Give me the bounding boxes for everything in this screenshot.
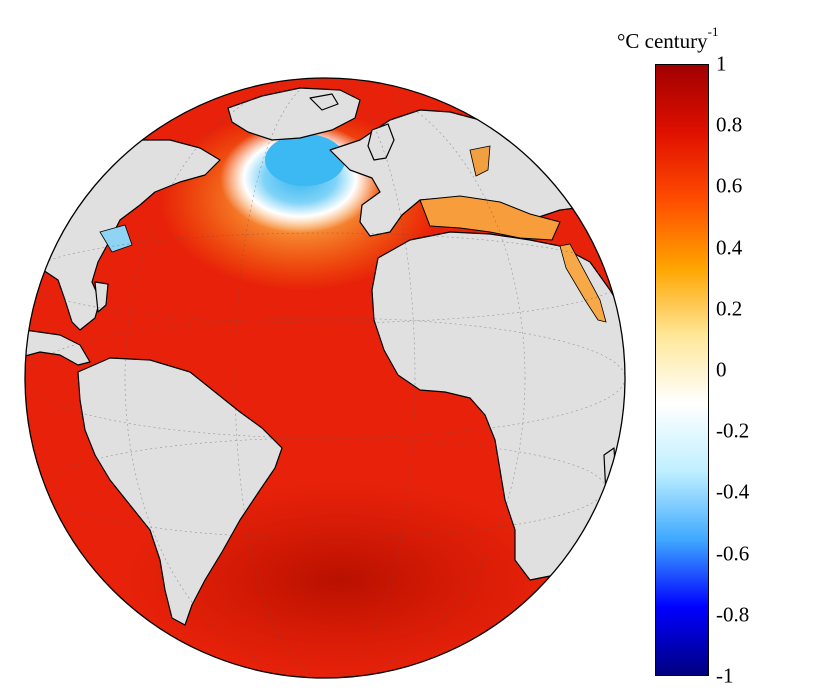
florida [94,281,109,313]
colorbar-tick-label: 1 [716,51,727,76]
iceland [309,93,339,111]
colorbar-tick-label: -0.2 [716,418,750,443]
colorbar-tick-label: -0.8 [716,602,750,627]
mediterranean-sea [419,195,561,241]
hudson-bay [99,224,133,253]
colorbar-tick-label: -1 [716,663,734,688]
red-sea [559,243,607,323]
globe-outline [24,77,626,679]
colorbar [655,64,709,676]
colorbar-tick-label: 0.8 [716,112,743,137]
colorbar-title: °C century-1 [617,24,718,54]
british-isles [367,123,395,161]
colorbar-tick-label: -0.4 [716,479,750,504]
colorbar-unit-exponent: -1 [707,24,719,39]
colorbar-unit: °C century [617,29,708,53]
colorbar-tick-label: 0.4 [716,235,743,260]
south-america [77,357,283,626]
colorbar-tick-label: -0.6 [716,541,750,566]
colorbar-tick-label: 0.2 [716,296,743,321]
baltic-sea [469,145,491,177]
central-america [25,329,91,366]
cooling-patch [265,134,345,186]
colorbar-tick-label: 0 [716,357,727,382]
colorbar-tick-label: 0.6 [716,173,743,198]
